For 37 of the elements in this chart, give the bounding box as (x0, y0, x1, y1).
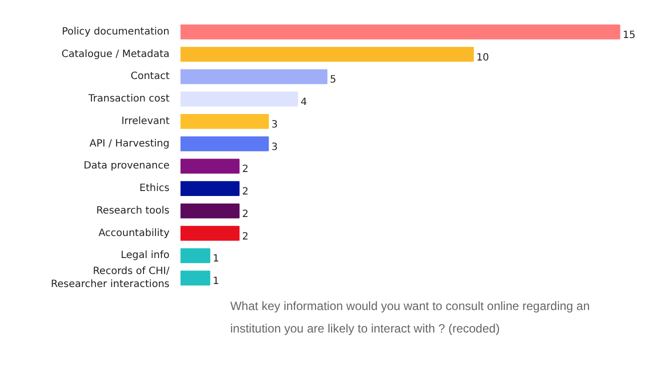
bar (180, 181, 240, 196)
text: What key information would you want to consult online regarding an institution you are likely to interact with ? (recoded) (230, 299, 590, 336)
y-tick-label: Legal info (120, 250, 170, 262)
y-tick-label: Policy documentation (62, 26, 170, 38)
data-label: 1 (212, 276, 220, 288)
bar (180, 158, 240, 174)
bar (180, 24, 620, 40)
y-tick-label: Contact (130, 71, 170, 82)
y-tick-label: Catalogue / Metadata (62, 48, 170, 60)
y-tick-label: Accountability (98, 228, 170, 239)
bar (180, 226, 240, 241)
y-tick-label: Ethics (139, 183, 170, 194)
y-tick-label: API / Harvesting (90, 138, 170, 150)
y-tick-label: Research tools (96, 205, 170, 216)
bar (180, 46, 474, 62)
data-label: 2 (242, 186, 248, 198)
bar (180, 248, 210, 264)
bar (180, 270, 210, 286)
y-tick-label: Data provenance (84, 160, 170, 172)
data-label: 5 (330, 74, 336, 86)
data-label: 1 (212, 254, 220, 265)
bar (180, 92, 298, 106)
data-label: 2 (242, 231, 248, 242)
y-tick-label: Transaction cost (87, 94, 170, 105)
y-tick-label: Irrelevant (121, 116, 170, 127)
bar (180, 114, 269, 129)
bar (180, 69, 328, 84)
data-label: 4 (300, 97, 308, 108)
bar (180, 204, 240, 218)
bar (180, 136, 269, 152)
data-label: 15 (622, 30, 636, 41)
data-label: 2 (242, 164, 248, 176)
y-tick-label: Records of CHI/ Researcher interactions (50, 266, 170, 290)
data-label: 3 (271, 142, 278, 153)
data-label: 10 (476, 52, 490, 64)
data-label: 2 (242, 208, 248, 220)
data-label: 3 (271, 119, 278, 130)
